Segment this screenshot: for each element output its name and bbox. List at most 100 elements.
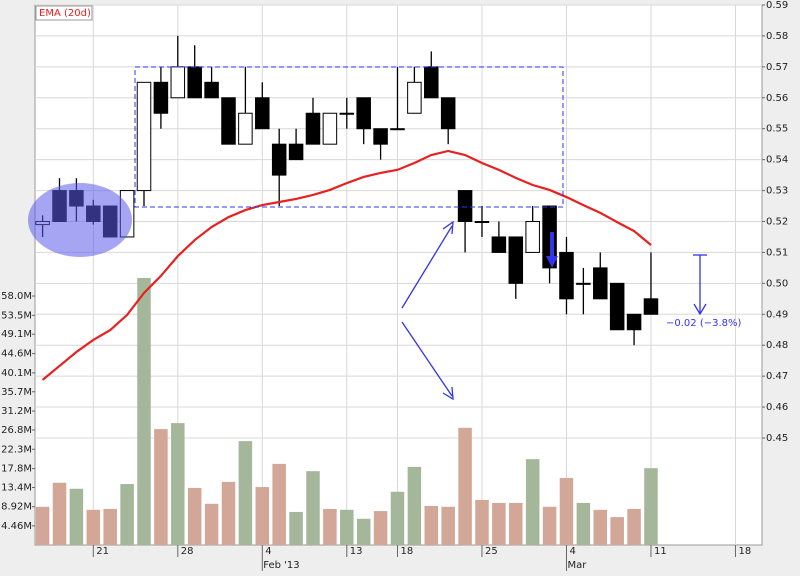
candle-body (339, 112, 355, 115)
arrow-head (442, 386, 454, 401)
volume (35, 278, 658, 545)
volume-bar (137, 278, 151, 545)
candle-body (609, 282, 625, 331)
candle-body (508, 236, 524, 284)
candle-body (322, 112, 338, 145)
volume-bar (52, 482, 67, 545)
arrow-up (401, 225, 453, 309)
volume-bar (35, 506, 50, 545)
candle-body (626, 313, 642, 331)
candle-body (525, 220, 540, 253)
ema-line (41, 149, 652, 381)
candle-body (407, 81, 422, 114)
y-tick-label: 0.48 (766, 340, 788, 351)
volume-tick-label: 4.46M (1, 521, 32, 532)
change-label: −0.02 (−3.8%) (666, 318, 742, 329)
volume-bar (103, 508, 117, 545)
arrow-down (401, 321, 453, 397)
volume-tick-label: 31.2M (1, 406, 32, 417)
y-tick-label: 0.59 (766, 0, 788, 11)
volume-bar (441, 506, 455, 545)
candle-body (255, 97, 270, 130)
volume-bar (86, 509, 101, 545)
volume-bar (356, 518, 371, 545)
candle-body (271, 143, 287, 176)
volume-bar (154, 429, 168, 545)
candle-body (474, 220, 490, 223)
volume-bar (171, 423, 185, 545)
y-tick-label: 0.53 (766, 186, 788, 197)
volume-bar (373, 511, 388, 545)
volume-tick-label: 44.6M (1, 349, 32, 360)
candle-body (136, 81, 152, 192)
arrow-head (693, 303, 707, 316)
month-label: Mar (567, 560, 587, 571)
month-label: Feb '13 (263, 560, 299, 571)
range-box (134, 66, 564, 208)
candle-body (238, 112, 253, 145)
legend-box (35, 5, 93, 21)
candle-body (305, 112, 321, 145)
legend-entry: EMA (20d) (39, 8, 91, 19)
volume-bar (593, 509, 608, 545)
volume-bar (610, 517, 624, 545)
volume-bar (289, 511, 303, 545)
x-tick-label: 11 (654, 546, 667, 557)
arrow-mark (546, 256, 558, 268)
volume-bar (306, 471, 320, 545)
y-tick-label: 0.52 (766, 216, 788, 227)
volume-bar (255, 487, 270, 545)
volume-bar (120, 484, 134, 545)
y-tick-label: 0.55 (766, 124, 788, 135)
candle-body (440, 97, 456, 130)
x-tick-label: 25 (485, 546, 498, 557)
volume-bar (238, 441, 253, 545)
arrow-mark (550, 232, 554, 258)
volume-bar (340, 509, 354, 545)
volume-bar (644, 468, 658, 545)
volume-bar (576, 502, 591, 545)
y-tick-label: 0.51 (766, 247, 788, 258)
volume-bar (492, 502, 506, 545)
volume-bar (187, 487, 202, 545)
volume-bar (407, 466, 422, 545)
volume-tick-label: 53.5M (1, 310, 32, 321)
y-tick-label: 0.46 (766, 402, 788, 413)
y-tick-label: 0.54 (766, 155, 788, 166)
candle-body (170, 66, 186, 99)
x-tick-label: 18 (400, 546, 413, 557)
y-tick-label: 0.45 (766, 433, 788, 444)
arrow-head (442, 220, 454, 235)
volume-bar (542, 506, 557, 545)
x-tick-label: 28 (181, 546, 194, 557)
overlay: −0.02 (−3.8%) (28, 66, 742, 401)
volume-tick-label: 13.4M (1, 482, 32, 493)
volume-bar (475, 499, 489, 545)
candle-body (593, 267, 608, 300)
candle-body (373, 128, 388, 145)
volume-bar (204, 503, 219, 545)
candle-body (356, 97, 371, 130)
x-tick-label: 4 (569, 546, 575, 557)
volume-bar (323, 508, 337, 545)
y-tick-label: 0.47 (766, 371, 788, 382)
x-tick-label: 13 (350, 546, 363, 557)
candle-body (491, 236, 507, 253)
x-tick-label: 18 (738, 546, 751, 557)
candle-body (424, 66, 439, 99)
volume-bar (424, 505, 439, 545)
candle-body (187, 66, 202, 99)
volume-bar (458, 427, 472, 545)
volume-tick-label: 35.7M (1, 387, 32, 398)
candle-body (221, 97, 236, 145)
volume-tick-label: 8.92M (1, 502, 32, 513)
candles (35, 35, 659, 381)
candle-body (457, 190, 473, 222)
y-tick-label: 0.50 (766, 278, 788, 289)
y-tick-label: 0.57 (766, 62, 788, 73)
volume-tick-label: 40.1M (1, 368, 32, 379)
volume-tick-label: 58.0M (1, 291, 32, 302)
highlight-ellipse (28, 183, 132, 257)
candle-body (288, 143, 304, 161)
